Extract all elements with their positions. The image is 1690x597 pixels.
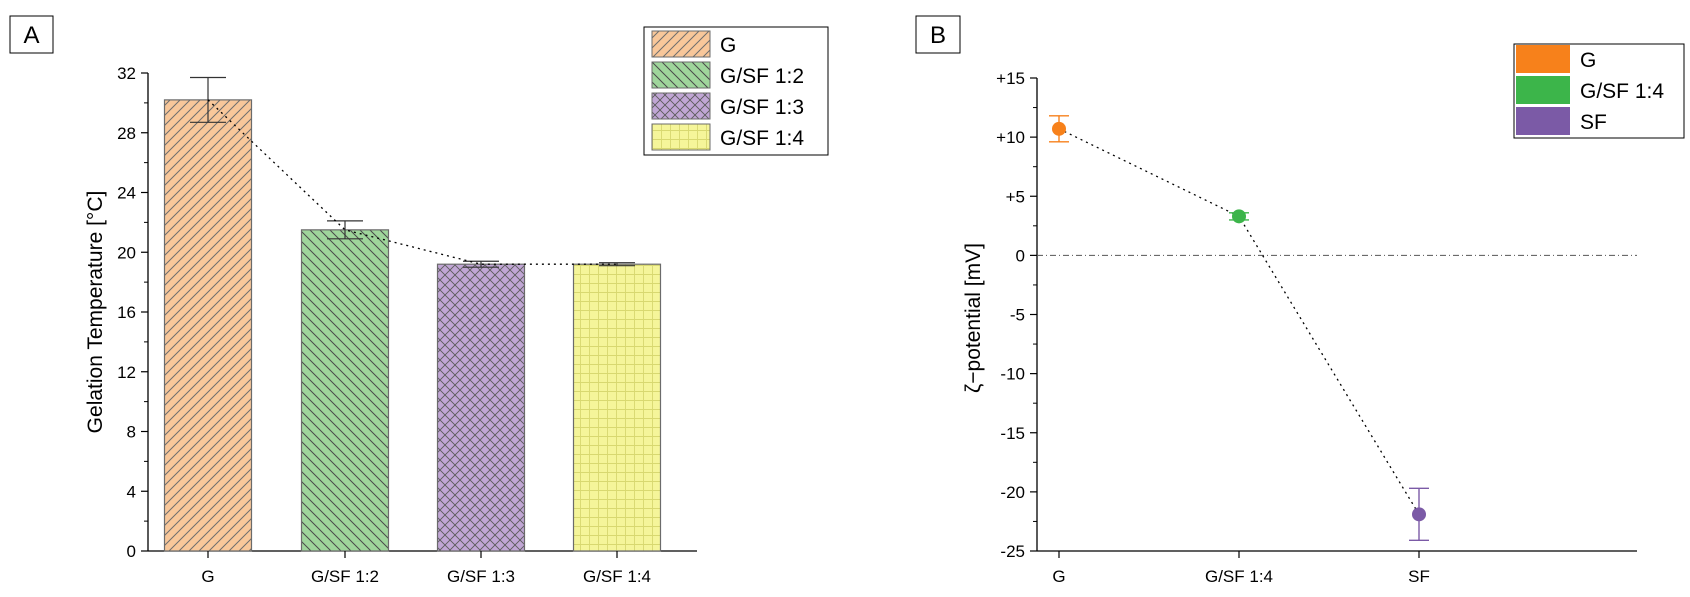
panel-b-legend: G G/SF 1:4 SF	[1513, 43, 1685, 139]
panel-b-y-tick-label: +10	[996, 128, 1025, 147]
panel-a-legend-swatch	[651, 30, 711, 58]
panel-b-data-point	[1412, 507, 1426, 522]
panel-a-y-tick-label: 12	[117, 363, 136, 382]
panel-a-legend-label: G/SF 1:3	[720, 96, 804, 119]
panel-a-legend-swatch	[651, 61, 711, 89]
panel-a-y-axis-title: Gelation Temperature [°C]	[84, 191, 107, 434]
panel-b-x-tick-label: G	[1052, 567, 1065, 586]
panel-b-x-tick-label: SF	[1408, 567, 1430, 586]
panel-b-legend-label: G	[1580, 49, 1596, 72]
panel-b-data-point	[1052, 121, 1066, 136]
panel-b-legend-swatch	[1516, 107, 1570, 135]
panel-a-y-tick-label: 28	[117, 124, 136, 143]
panel-a-y-tick-label: 32	[117, 64, 136, 83]
panel-b-x-tick-label: G/SF 1:4	[1205, 567, 1273, 586]
panel-b-trend-line	[1058, 128, 1420, 515]
panel-a-trend-line	[207, 99, 617, 265]
panel-b-y-tick-label: -10	[1000, 365, 1025, 384]
panel-b-y-tick-label: -15	[1000, 424, 1025, 443]
panel-a-legend: G G/SF 1:2 G/SF 1:3 G/SF 1:4	[643, 26, 829, 156]
panel-a-x-tick-label: G/SF 1:4	[583, 567, 651, 586]
panel-a-bar	[300, 229, 390, 552]
panel-a-y-tick-label: 0	[127, 542, 136, 561]
panel-a-x-tick-label: G/SF 1:2	[311, 567, 379, 586]
panel-a-bar	[436, 263, 526, 552]
panel-b-label: B	[930, 22, 946, 49]
panel-a-x-tick-label: G	[201, 567, 214, 586]
panel-b-y-tick-label: -25	[1000, 542, 1025, 561]
panel-b-legend-label: G/SF 1:4	[1580, 80, 1664, 103]
panel-b-legend-swatch	[1516, 45, 1570, 73]
panel-a-legend-label: G/SF 1:4	[720, 127, 804, 150]
panel-a-legend-swatch	[651, 92, 711, 120]
panel-b-y-tick-label: 0	[1016, 246, 1025, 265]
panel-b-y-tick-label: +5	[1006, 187, 1025, 206]
panel-a-label-box	[9, 15, 54, 54]
panel-b-legend-label: SF	[1580, 111, 1607, 134]
panel-a-bar	[572, 263, 662, 552]
panel-a-x-tick-label: G/SF 1:3	[447, 567, 515, 586]
panel-b-y-tick-label: +15	[996, 69, 1025, 88]
panel-b-label-box	[915, 15, 961, 54]
panel-a-label: A	[23, 22, 39, 49]
panel-b-y-tick-label: -20	[1000, 483, 1025, 502]
panel-b: B ζ−potential [mV] -25 -20 -15 -10 -5 0 +5 +10 +…	[915, 15, 1685, 586]
panel-a-bar	[163, 99, 253, 552]
panel-b-legend-swatch	[1516, 76, 1570, 104]
panel-a: A Gelation Temperature [°C] 0 4 8 12 16 20 24 2…	[9, 15, 829, 586]
panel-a-y-tick-label: 4	[127, 482, 136, 501]
panel-a-y-tick-label: 16	[117, 303, 136, 322]
panel-b-y-axis-title: ζ−potential [mV]	[962, 243, 985, 393]
panel-a-y-tick-label: 24	[117, 184, 136, 203]
panel-a-legend-label: G/SF 1:2	[720, 65, 804, 88]
panel-a-legend-label: G	[720, 34, 736, 57]
panel-a-legend-swatch	[651, 123, 711, 151]
panel-a-y-tick-label: 8	[127, 423, 136, 442]
panel-b-data-point	[1232, 209, 1246, 224]
panel-a-y-tick-label: 20	[117, 243, 136, 262]
panel-b-y-tick-label: -5	[1010, 306, 1025, 325]
